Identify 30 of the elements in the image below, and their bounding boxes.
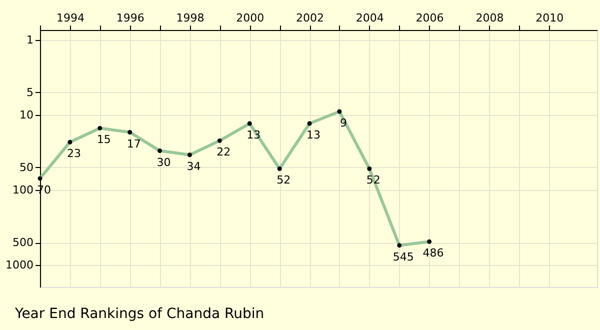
y-tick-label: 500 [12, 236, 34, 250]
data-label: 545 [392, 250, 414, 264]
x-tick-label: 2004 [356, 12, 384, 24]
y-tick-label: 1 [26, 33, 34, 46]
data-label: 15 [96, 133, 111, 146]
data-label: 13 [306, 128, 321, 142]
x-tick-label: 2000 [236, 12, 264, 24]
x-tick-label: 1994 [56, 12, 84, 24]
x-tick-label: 1998 [176, 12, 204, 24]
text: Year End Rankings of Chanda Rubin [14, 306, 264, 322]
y-tick-label: 5 [26, 86, 34, 99]
x-tick-label: 2010 [536, 12, 564, 24]
data-label: 486 [422, 246, 444, 260]
x-tick-label: 1996 [116, 12, 144, 24]
y-tick-label: 50 [20, 160, 34, 174]
x-tick-label: 2002 [296, 12, 324, 24]
data-label: 34 [186, 160, 201, 173]
x-tick-label: 2006 [416, 12, 444, 24]
data-label: 22 [216, 146, 231, 159]
data-label: 13 [246, 128, 261, 142]
y-tick-label: 1000 [6, 258, 34, 272]
data-label: 23 [66, 147, 81, 160]
y-tick-label: 100 [12, 184, 34, 197]
data-label: 52 [366, 174, 380, 187]
data-label: 17 [126, 137, 141, 150]
data-label: 52 [276, 174, 291, 187]
data-label: 30 [156, 156, 171, 169]
y-tick-label: 10 [20, 108, 34, 122]
data-label: 9 [340, 116, 347, 130]
x-tick-label: 2008 [476, 12, 504, 24]
